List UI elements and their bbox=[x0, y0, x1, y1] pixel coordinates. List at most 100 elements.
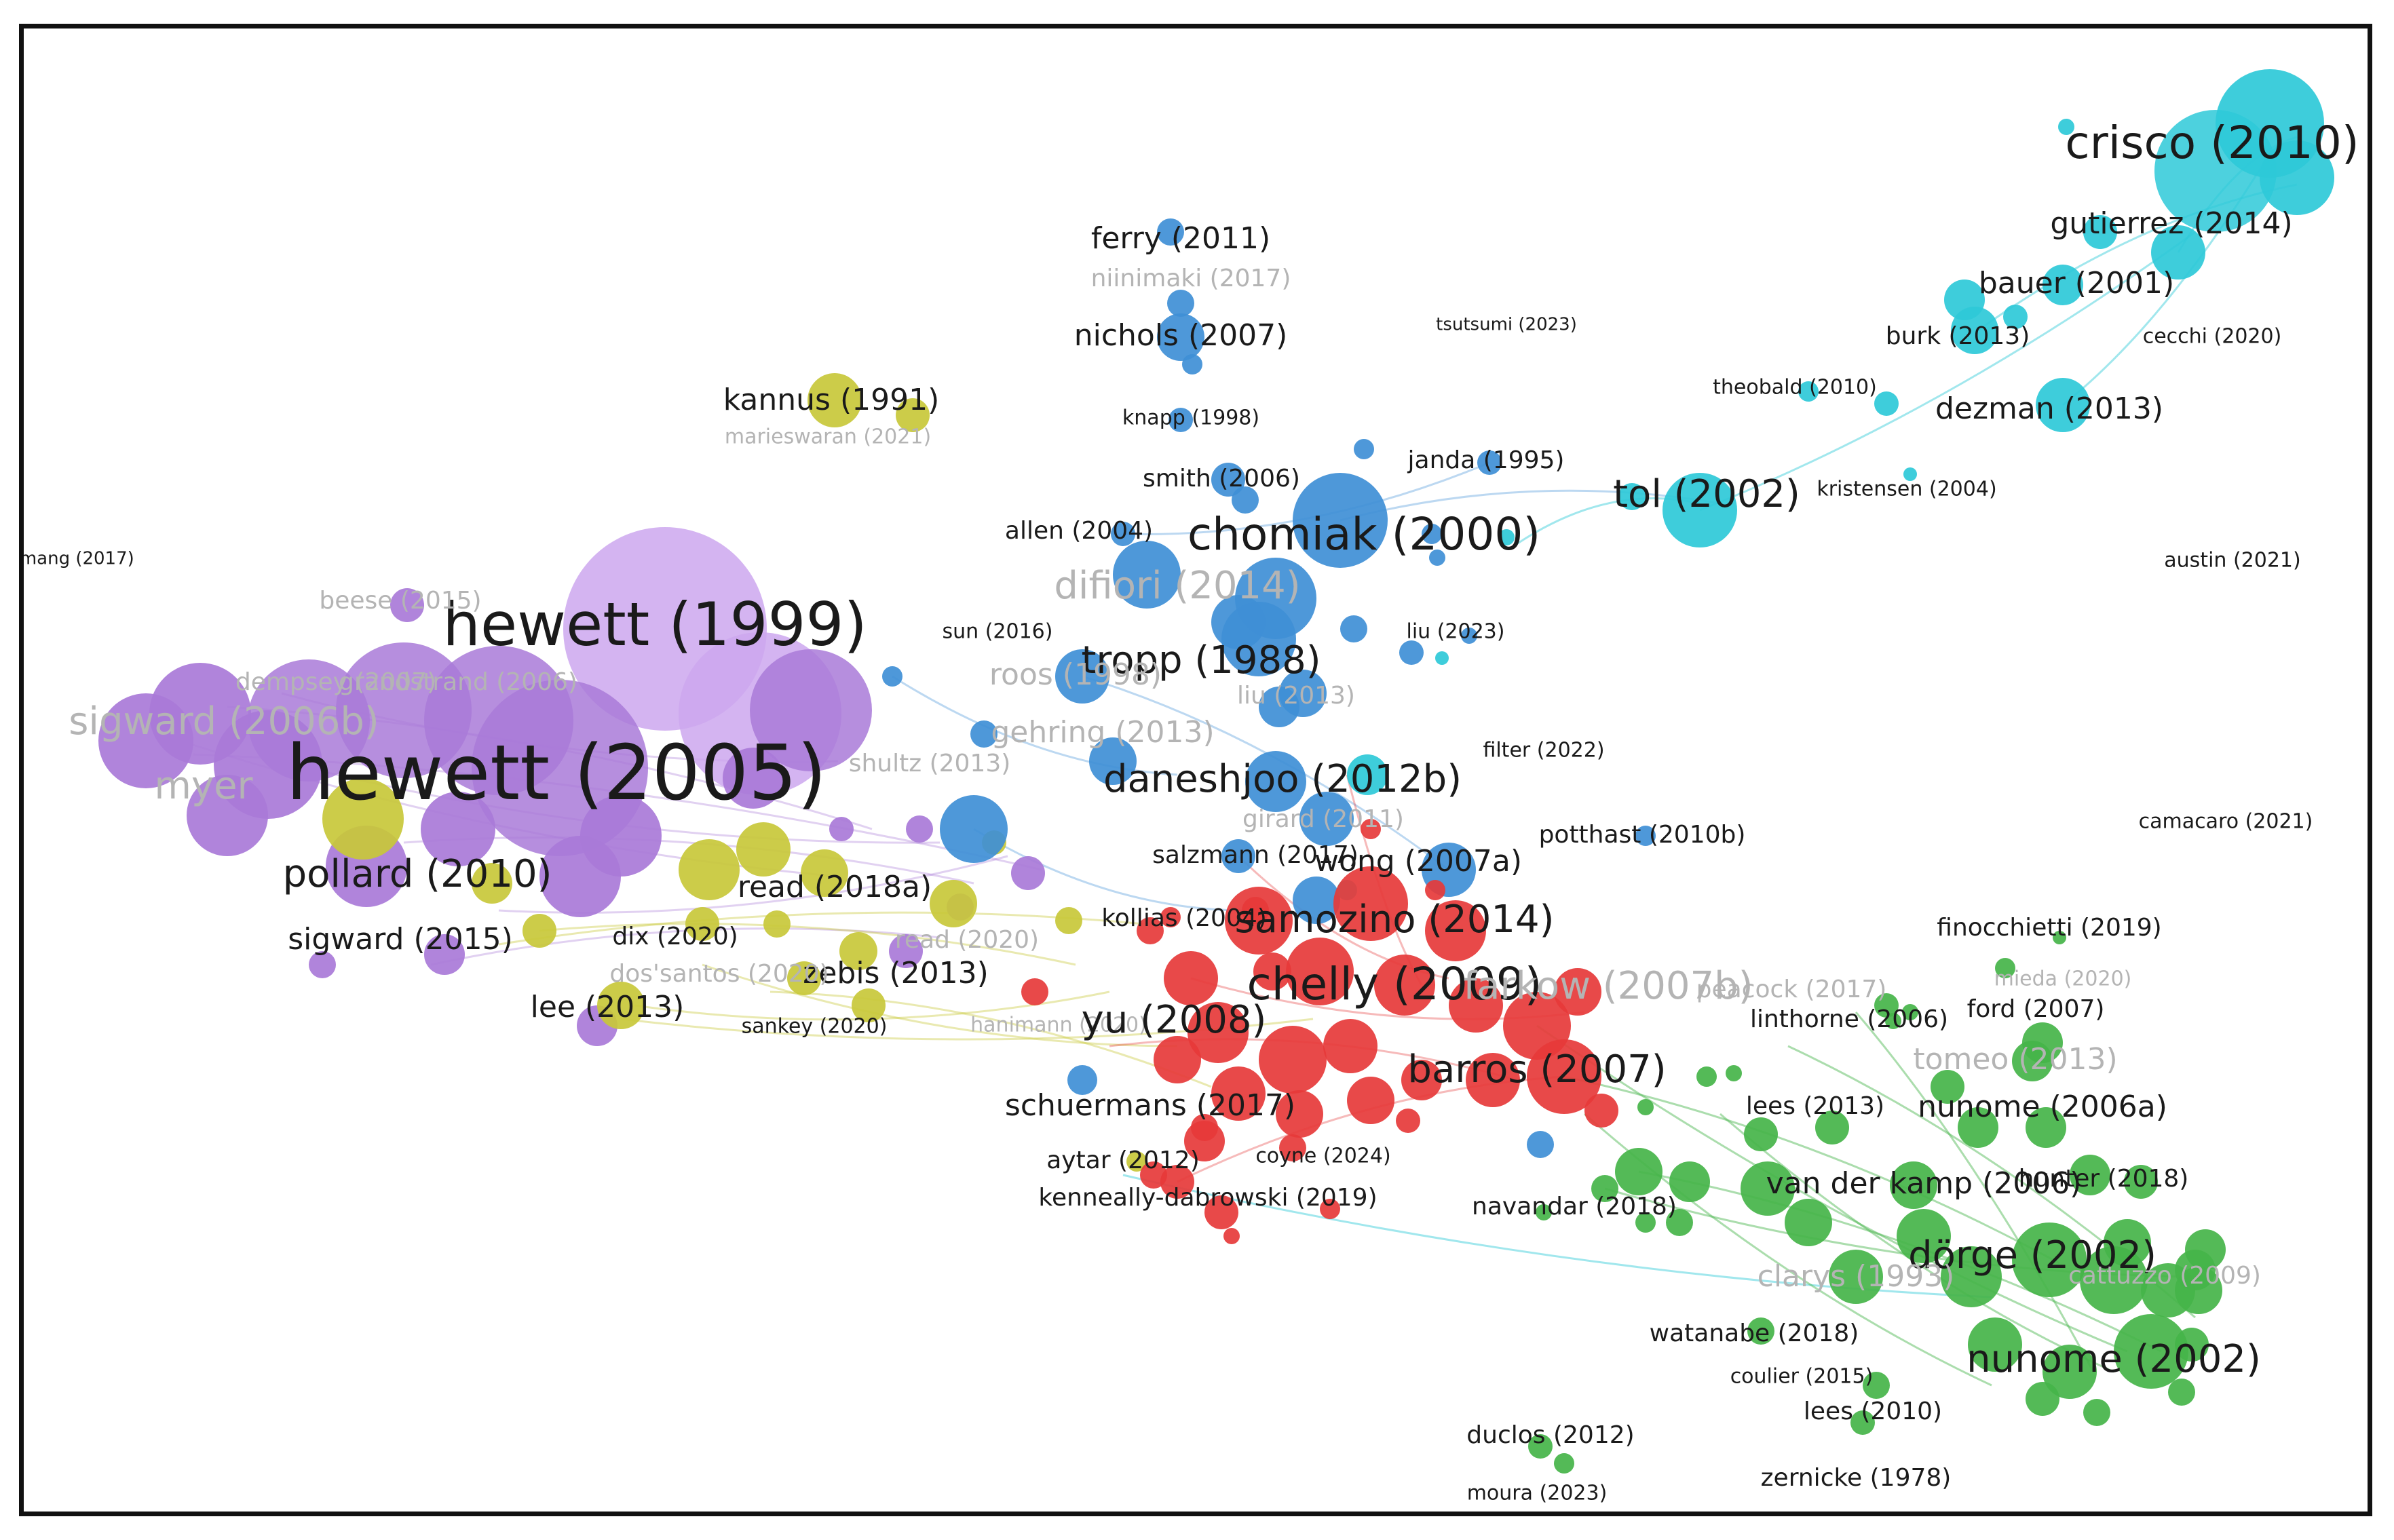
node-cyan[interactable] bbox=[2003, 305, 2028, 329]
node-green[interactable] bbox=[2124, 1165, 2158, 1199]
node-label[interactable]: cattuzzo (2009) bbox=[2068, 1262, 2261, 1290]
node-purple[interactable] bbox=[424, 934, 465, 975]
node-label[interactable]: janda (1995) bbox=[1407, 446, 1565, 474]
node-red[interactable] bbox=[1154, 1036, 1201, 1083]
node-blue[interactable] bbox=[1293, 473, 1388, 568]
node-red[interactable] bbox=[1021, 978, 1048, 1005]
node-label[interactable]: zernicke (1978) bbox=[1761, 1464, 1952, 1492]
node-cyan[interactable] bbox=[1903, 467, 1917, 481]
node-green[interactable] bbox=[2026, 1382, 2059, 1416]
node-label[interactable]: barros (2007) bbox=[1407, 1047, 1666, 1092]
node-green[interactable] bbox=[1958, 1107, 1998, 1148]
node-label[interactable]: coyne (2024) bbox=[1255, 1144, 1390, 1168]
node-blue[interactable] bbox=[1354, 439, 1374, 459]
node-label[interactable]: beese (2015) bbox=[319, 587, 481, 615]
node-purple[interactable] bbox=[390, 588, 424, 622]
node-green[interactable] bbox=[1785, 1199, 1832, 1246]
node-yellow[interactable] bbox=[685, 907, 719, 941]
node-label[interactable]: van der kamp (2006) bbox=[1766, 1166, 2082, 1201]
node-label[interactable]: theobald (2010) bbox=[1713, 376, 1877, 400]
node-label[interactable]: dezman (2013) bbox=[1935, 391, 2163, 426]
node-red[interactable] bbox=[1361, 819, 1381, 839]
node-label[interactable]: liu (2013) bbox=[1237, 682, 1355, 710]
node-yellow[interactable] bbox=[839, 932, 877, 970]
node-label[interactable]: pollard (2010) bbox=[283, 852, 552, 896]
co-citation-network[interactable]: hewett (2005) hewett (1999) pollard (2010)… bbox=[24, 28, 2368, 1512]
node-label[interactable]: samozino (2014) bbox=[1234, 898, 1554, 942]
node-green[interactable] bbox=[1615, 1148, 1662, 1195]
node-label[interactable]: clarys (1993) bbox=[1758, 1259, 1955, 1294]
node-green[interactable] bbox=[2012, 1223, 2087, 1297]
node-red[interactable] bbox=[1259, 1026, 1327, 1094]
node-label[interactable]: gutierrez (2014) bbox=[2050, 206, 2292, 241]
node-label[interactable]: linthorne (2006) bbox=[1750, 1005, 1948, 1033]
node-red[interactable] bbox=[1160, 907, 1181, 927]
node-yellow[interactable] bbox=[930, 880, 977, 927]
node-green[interactable] bbox=[1897, 1209, 1951, 1263]
node-cyan[interactable] bbox=[1951, 307, 1998, 354]
node-blue[interactable] bbox=[1157, 218, 1184, 246]
node-label[interactable]: sun (2016) bbox=[943, 620, 1053, 644]
node-purple[interactable] bbox=[336, 642, 472, 778]
node-green[interactable] bbox=[1591, 1175, 1618, 1202]
node-label[interactable]: hewett (1999) bbox=[442, 590, 867, 659]
node-blue[interactable] bbox=[1477, 450, 1502, 475]
node-label[interactable]: moura (2023) bbox=[1467, 1482, 1608, 1505]
node-label[interactable]: girard (2011) bbox=[1242, 805, 1404, 833]
node-green[interactable] bbox=[2104, 1219, 2151, 1267]
node-label[interactable]: dos'santos (2020) bbox=[609, 960, 829, 988]
node-purple[interactable] bbox=[750, 649, 872, 771]
node-cyan[interactable] bbox=[2151, 225, 2205, 280]
node-blue[interactable] bbox=[1221, 839, 1255, 873]
node-red[interactable] bbox=[1323, 1019, 1378, 1073]
node-cyan[interactable] bbox=[2036, 378, 2090, 432]
node-label[interactable]: hanimann (2020) bbox=[970, 1014, 1147, 1037]
node-label[interactable]: ford (2007) bbox=[1967, 995, 2105, 1023]
node-label[interactable]: sigward (2006b) bbox=[69, 699, 379, 744]
node-label[interactable]: grandstrand (2006) bbox=[339, 668, 577, 696]
node-green[interactable] bbox=[2141, 1263, 2195, 1317]
node-red[interactable] bbox=[1396, 1109, 1420, 1133]
node-blue[interactable] bbox=[1111, 522, 1135, 546]
node-blue[interactable] bbox=[1527, 1131, 1554, 1158]
node-label[interactable]: read (2018a) bbox=[738, 870, 932, 904]
node-yellow[interactable] bbox=[736, 822, 791, 877]
node-label[interactable]: crisco (2010) bbox=[2065, 117, 2359, 169]
node-blue[interactable] bbox=[1113, 541, 1181, 609]
node-blue[interactable] bbox=[1211, 595, 1266, 649]
node-blue[interactable] bbox=[1067, 1065, 1097, 1095]
node-yellow[interactable] bbox=[679, 839, 740, 900]
node-cyan[interactable] bbox=[1662, 473, 1737, 547]
node-yellow[interactable] bbox=[597, 982, 645, 1029]
node-red[interactable] bbox=[1204, 1195, 1238, 1229]
node-blue[interactable] bbox=[970, 720, 998, 748]
node-label[interactable]: lees (2013) bbox=[1746, 1092, 1884, 1120]
node-blue[interactable] bbox=[1168, 408, 1193, 432]
node-label[interactable]: difiori (2014) bbox=[1054, 564, 1300, 608]
node-blue[interactable] bbox=[1182, 354, 1202, 374]
node-red[interactable] bbox=[1374, 955, 1435, 1016]
node-red[interactable] bbox=[1223, 1228, 1240, 1244]
node-label[interactable]: liu (2023) bbox=[1407, 620, 1505, 644]
node-label[interactable]: marieswaran (2021) bbox=[725, 425, 931, 449]
node-blue[interactable] bbox=[1055, 649, 1109, 704]
node-label[interactable]: aytar (2012) bbox=[1046, 1147, 1200, 1174]
node-label[interactable]: camacaro (2021) bbox=[2139, 810, 2313, 834]
node-red[interactable] bbox=[1584, 1094, 1618, 1128]
node-blue[interactable] bbox=[1232, 486, 1259, 514]
node-blue[interactable] bbox=[1635, 826, 1656, 846]
node-label[interactable]: farkow (2007b) bbox=[1463, 964, 1753, 1008]
node-red[interactable] bbox=[1242, 897, 1269, 924]
node-green[interactable] bbox=[2083, 1399, 2110, 1426]
node-yellow[interactable] bbox=[1126, 1151, 1147, 1172]
node-red[interactable] bbox=[1333, 866, 1408, 941]
node-label[interactable]: tol (2002) bbox=[1613, 472, 1800, 516]
node-label[interactable]: myer bbox=[154, 764, 253, 808]
node-green[interactable] bbox=[1941, 1246, 2002, 1307]
node-yellow[interactable] bbox=[896, 398, 930, 432]
node-yellow[interactable] bbox=[801, 849, 848, 897]
node-label[interactable]: ferry (2011) bbox=[1091, 221, 1270, 256]
node-red[interactable] bbox=[1466, 1053, 1520, 1107]
node-label[interactable]: cecchi (2020) bbox=[2143, 325, 2282, 349]
node-yellow[interactable] bbox=[1055, 907, 1082, 934]
